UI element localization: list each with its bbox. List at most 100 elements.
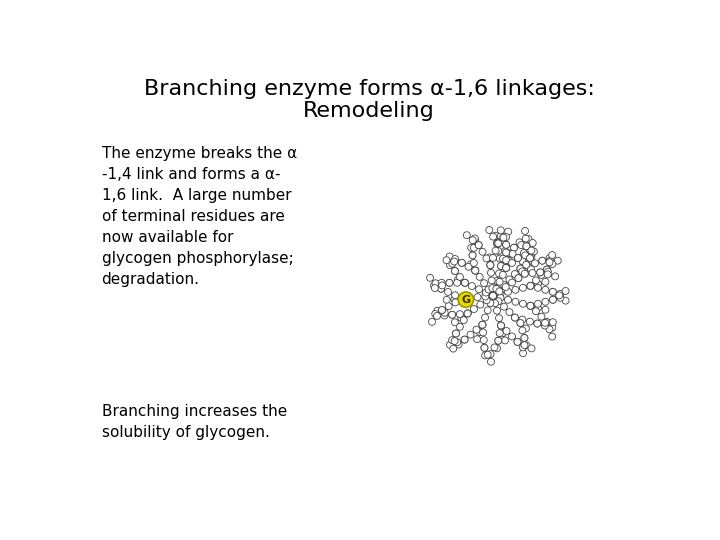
Circle shape xyxy=(526,318,534,325)
Circle shape xyxy=(556,293,563,300)
Circle shape xyxy=(487,350,494,357)
Circle shape xyxy=(526,255,534,261)
Circle shape xyxy=(519,285,526,291)
Circle shape xyxy=(497,291,504,298)
Circle shape xyxy=(517,265,524,272)
Circle shape xyxy=(529,269,536,276)
Circle shape xyxy=(490,292,497,299)
Circle shape xyxy=(556,292,563,299)
Circle shape xyxy=(523,243,530,249)
Circle shape xyxy=(441,309,448,316)
Circle shape xyxy=(544,319,550,326)
Circle shape xyxy=(525,239,532,246)
Circle shape xyxy=(470,306,477,313)
Circle shape xyxy=(470,260,477,266)
Circle shape xyxy=(487,358,495,365)
Circle shape xyxy=(510,244,518,251)
Circle shape xyxy=(498,322,505,329)
Circle shape xyxy=(503,249,510,256)
Circle shape xyxy=(490,292,497,299)
Circle shape xyxy=(528,266,534,273)
Circle shape xyxy=(438,285,444,292)
Circle shape xyxy=(492,247,499,254)
Circle shape xyxy=(549,296,557,303)
Circle shape xyxy=(449,336,456,343)
Circle shape xyxy=(519,316,526,323)
Circle shape xyxy=(520,350,526,357)
Circle shape xyxy=(443,256,450,264)
Circle shape xyxy=(492,300,498,307)
Circle shape xyxy=(464,310,471,317)
Circle shape xyxy=(464,310,471,317)
Circle shape xyxy=(446,341,454,348)
Text: G: G xyxy=(462,295,470,305)
Circle shape xyxy=(495,338,502,344)
Circle shape xyxy=(515,275,522,281)
Circle shape xyxy=(487,262,494,268)
Circle shape xyxy=(554,257,561,264)
Circle shape xyxy=(493,240,500,247)
Circle shape xyxy=(446,279,453,286)
Circle shape xyxy=(522,235,529,242)
Circle shape xyxy=(479,321,486,328)
Circle shape xyxy=(519,327,526,334)
Circle shape xyxy=(432,280,439,287)
Circle shape xyxy=(490,292,497,299)
Circle shape xyxy=(451,267,459,274)
Circle shape xyxy=(509,251,516,258)
Circle shape xyxy=(511,314,518,321)
Circle shape xyxy=(461,336,468,343)
Text: The enzyme breaks the α
-1,4 link and forms a α-
1,6 link.  A large number
of te: The enzyme breaks the α -1,4 link and fo… xyxy=(102,146,297,287)
Circle shape xyxy=(506,309,513,315)
Circle shape xyxy=(514,339,521,346)
Circle shape xyxy=(490,292,497,299)
Circle shape xyxy=(521,227,528,234)
Circle shape xyxy=(517,265,524,272)
Circle shape xyxy=(534,280,541,287)
Circle shape xyxy=(496,329,503,336)
Circle shape xyxy=(521,249,527,256)
Circle shape xyxy=(480,329,487,336)
Circle shape xyxy=(549,288,557,295)
Circle shape xyxy=(474,336,480,343)
Circle shape xyxy=(472,267,479,274)
Circle shape xyxy=(519,300,526,307)
Circle shape xyxy=(512,286,519,293)
Circle shape xyxy=(503,241,510,248)
Circle shape xyxy=(490,292,497,299)
Circle shape xyxy=(446,261,454,268)
Circle shape xyxy=(519,258,526,265)
Circle shape xyxy=(529,240,536,246)
Circle shape xyxy=(486,254,493,261)
Circle shape xyxy=(539,257,546,264)
Circle shape xyxy=(459,259,465,266)
Circle shape xyxy=(523,342,530,349)
Circle shape xyxy=(469,237,476,244)
Text: Remodeling: Remodeling xyxy=(303,101,435,121)
Circle shape xyxy=(469,282,475,289)
Circle shape xyxy=(487,262,494,268)
Circle shape xyxy=(541,320,549,326)
Circle shape xyxy=(498,262,505,269)
Circle shape xyxy=(495,240,502,247)
Circle shape xyxy=(534,300,541,307)
Circle shape xyxy=(433,313,441,319)
Circle shape xyxy=(490,292,497,299)
Circle shape xyxy=(514,339,521,346)
Circle shape xyxy=(552,273,559,280)
Circle shape xyxy=(510,244,518,251)
Circle shape xyxy=(475,241,482,248)
Circle shape xyxy=(490,292,497,299)
Text: Branching enzyme forms α-1,6 linkages:: Branching enzyme forms α-1,6 linkages: xyxy=(143,79,595,99)
Circle shape xyxy=(431,285,438,292)
Circle shape xyxy=(458,314,464,321)
Circle shape xyxy=(461,336,468,343)
Circle shape xyxy=(476,273,483,280)
Circle shape xyxy=(480,336,487,343)
Circle shape xyxy=(493,240,500,247)
Circle shape xyxy=(485,286,492,293)
Circle shape xyxy=(449,312,456,318)
Circle shape xyxy=(534,320,541,327)
Circle shape xyxy=(460,316,467,323)
Circle shape xyxy=(458,292,474,307)
